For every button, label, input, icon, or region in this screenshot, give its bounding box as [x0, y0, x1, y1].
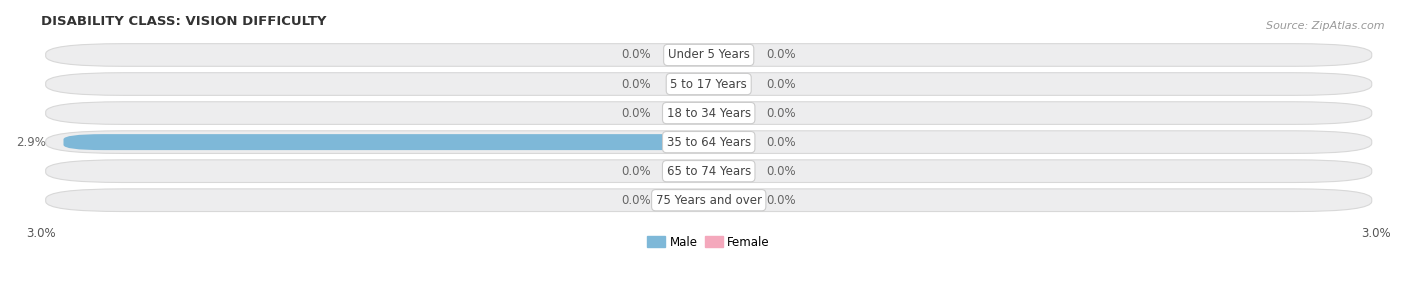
Text: 2.9%: 2.9% — [15, 136, 45, 149]
Text: 0.0%: 0.0% — [621, 194, 651, 207]
Text: 0.0%: 0.0% — [766, 194, 796, 207]
FancyBboxPatch shape — [669, 163, 709, 179]
Text: Under 5 Years: Under 5 Years — [668, 49, 749, 61]
Text: 0.0%: 0.0% — [766, 136, 796, 149]
FancyBboxPatch shape — [709, 134, 749, 150]
FancyBboxPatch shape — [709, 192, 749, 208]
Text: 0.0%: 0.0% — [621, 49, 651, 61]
Text: 18 to 34 Years: 18 to 34 Years — [666, 107, 751, 119]
FancyBboxPatch shape — [45, 44, 1372, 66]
FancyBboxPatch shape — [709, 105, 749, 121]
FancyBboxPatch shape — [669, 192, 709, 208]
FancyBboxPatch shape — [45, 102, 1372, 124]
Text: 0.0%: 0.0% — [621, 107, 651, 119]
Text: 0.0%: 0.0% — [766, 78, 796, 91]
FancyBboxPatch shape — [45, 131, 1372, 154]
FancyBboxPatch shape — [45, 160, 1372, 182]
FancyBboxPatch shape — [669, 105, 709, 121]
FancyBboxPatch shape — [709, 163, 749, 179]
Text: 0.0%: 0.0% — [621, 78, 651, 91]
Legend: Male, Female: Male, Female — [643, 231, 775, 254]
FancyBboxPatch shape — [669, 47, 709, 63]
Text: DISABILITY CLASS: VISION DIFFICULTY: DISABILITY CLASS: VISION DIFFICULTY — [41, 15, 326, 28]
Text: 65 to 74 Years: 65 to 74 Years — [666, 165, 751, 178]
FancyBboxPatch shape — [45, 189, 1372, 212]
FancyBboxPatch shape — [45, 73, 1372, 95]
Text: 35 to 64 Years: 35 to 64 Years — [666, 136, 751, 149]
Text: 0.0%: 0.0% — [621, 165, 651, 178]
Text: 5 to 17 Years: 5 to 17 Years — [671, 78, 747, 91]
Text: Source: ZipAtlas.com: Source: ZipAtlas.com — [1267, 21, 1385, 31]
Text: 75 Years and over: 75 Years and over — [655, 194, 762, 207]
FancyBboxPatch shape — [709, 47, 749, 63]
FancyBboxPatch shape — [709, 76, 749, 92]
Text: 0.0%: 0.0% — [766, 49, 796, 61]
FancyBboxPatch shape — [63, 134, 709, 150]
Text: 0.0%: 0.0% — [766, 165, 796, 178]
FancyBboxPatch shape — [669, 76, 709, 92]
Text: 0.0%: 0.0% — [766, 107, 796, 119]
